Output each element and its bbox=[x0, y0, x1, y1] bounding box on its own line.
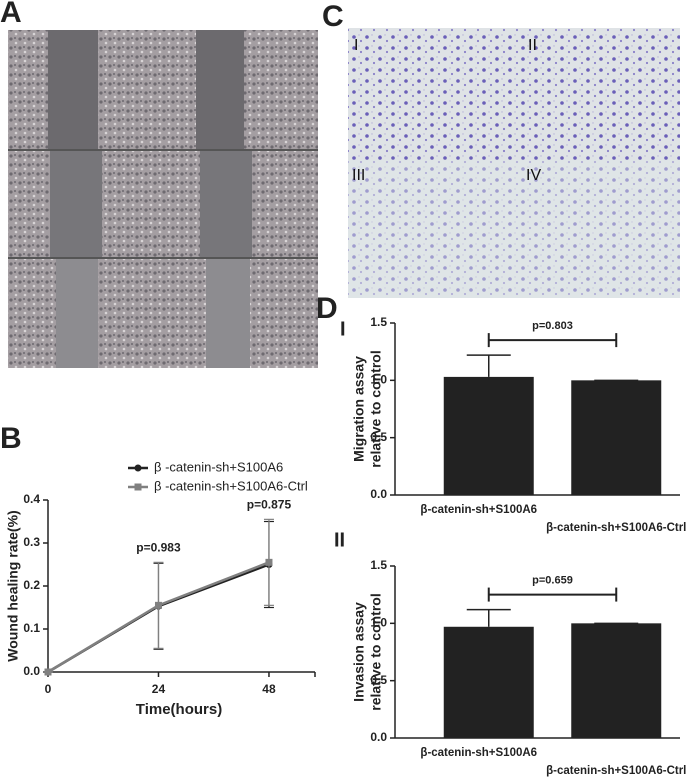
panel-label: A bbox=[0, 0, 22, 29]
bar bbox=[443, 376, 534, 495]
error-bar bbox=[466, 354, 511, 377]
x-tick-label: β-catenin-sh+S100A6 bbox=[420, 747, 537, 759]
bar bbox=[571, 623, 662, 738]
y-tick-label: 0.5 bbox=[370, 430, 387, 444]
p-value: p=0.659 bbox=[532, 574, 573, 586]
wound-images bbox=[8, 30, 318, 368]
x-tick-label: β-catenin-sh+S100A6-Ctrl bbox=[546, 765, 686, 777]
y-axis-title: Wound healing rate(%) bbox=[5, 510, 21, 661]
bar bbox=[443, 626, 534, 738]
p-value: p=0.983 bbox=[136, 541, 181, 555]
panel-label: D bbox=[316, 292, 338, 325]
transwell-images bbox=[348, 28, 680, 298]
panel-label: B bbox=[0, 422, 22, 455]
significance-bracket bbox=[487, 587, 618, 602]
marker bbox=[265, 558, 273, 566]
y-tick-label: 0.1 bbox=[23, 621, 40, 635]
y-tick-label: 0.5 bbox=[370, 673, 387, 687]
bar bbox=[571, 380, 662, 495]
image-label: IV bbox=[526, 167, 541, 184]
legend-marker bbox=[134, 483, 142, 491]
y-tick-label: 0.0 bbox=[370, 730, 387, 744]
p-value: p=0.803 bbox=[532, 320, 573, 332]
x-tick-label: 24 bbox=[152, 682, 166, 696]
panel-label: I bbox=[340, 318, 346, 340]
image-label: III bbox=[352, 167, 365, 184]
x-tick-label: 0 bbox=[45, 682, 52, 696]
error-bar bbox=[466, 608, 511, 627]
image-label: I bbox=[354, 37, 358, 54]
x-tick-label: β-catenin-sh+S100A6-Ctrl bbox=[546, 522, 686, 534]
x-tick-label: 48 bbox=[262, 682, 276, 696]
y-tick-label: 0.0 bbox=[23, 664, 40, 678]
panel-label: C bbox=[322, 0, 344, 33]
y-tick-label: 0.3 bbox=[23, 535, 40, 549]
y-axis-title: Invasion assay bbox=[351, 602, 367, 702]
y-tick-label: 0.0 bbox=[370, 487, 387, 501]
p-value: p=0.875 bbox=[247, 498, 292, 512]
legend-label: β -catenin-sh+S100A6-Ctrl bbox=[154, 478, 308, 493]
legend-marker bbox=[134, 464, 142, 472]
y-tick-label: 1.5 bbox=[370, 315, 387, 329]
y-axis-title: relative to control bbox=[368, 593, 384, 710]
image-label: II bbox=[528, 37, 537, 54]
panel-label: II bbox=[334, 529, 345, 551]
y-axis-title: Migration assay bbox=[351, 356, 367, 462]
marker bbox=[154, 601, 162, 609]
marker bbox=[44, 668, 52, 676]
significance-bracket bbox=[487, 333, 618, 348]
y-tick-label: 0.4 bbox=[23, 492, 40, 506]
y-tick-label: 1.0 bbox=[370, 616, 387, 630]
y-tick-label: 1.5 bbox=[370, 558, 387, 572]
legend-label: β -catenin-sh+S100A6 bbox=[154, 459, 283, 474]
y-tick-label: 1.0 bbox=[370, 373, 387, 387]
x-axis-title: Time(hours) bbox=[136, 701, 222, 718]
y-axis-title: relative to control bbox=[368, 350, 384, 467]
y-tick-label: 0.2 bbox=[23, 578, 40, 592]
x-tick-label: β-catenin-sh+S100A6 bbox=[420, 504, 537, 516]
